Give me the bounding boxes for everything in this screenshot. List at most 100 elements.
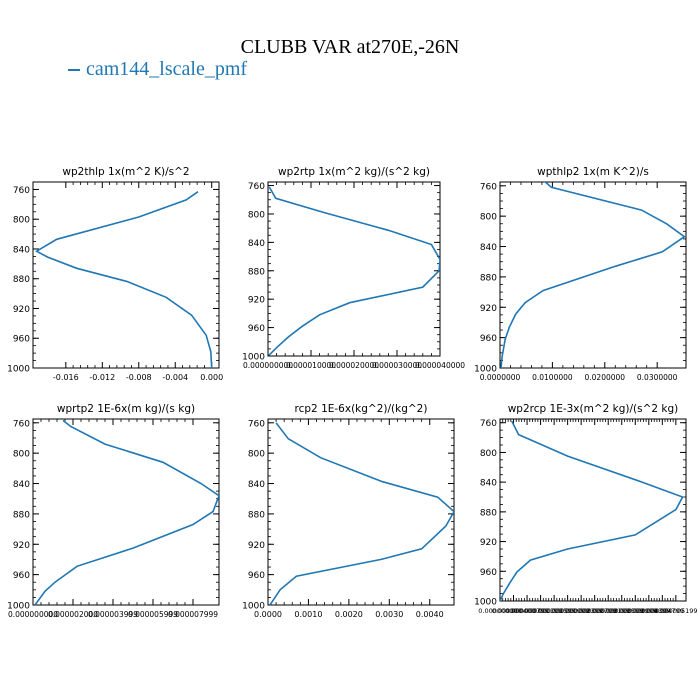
y-tick-label: 760: [248, 182, 265, 192]
panel-6: wp2rcp 1E-3x(m^2 kg)/(s^2 kg) 760 800 840 88…: [474, 403, 697, 615]
x-tick-label: 0.000004799: [641, 607, 684, 615]
x-tick-label: 0.000010000: [286, 361, 336, 370]
series-line: [500, 182, 686, 368]
x-tick-label: 0.000002000: [48, 610, 98, 619]
x-tick-label: 0.000003199: [587, 607, 630, 615]
x-tick-label: 0.000000000: [8, 610, 58, 619]
y-tick-label: 840: [248, 480, 265, 490]
legend-swatch: [68, 69, 80, 72]
x-tick-label: -0.012: [89, 373, 115, 382]
y-tick-label: 920: [480, 538, 497, 548]
panel-title: wp2thlp 1x(m^2 K)/s^2: [62, 166, 189, 178]
x-tick-label: 0.000030000: [372, 361, 422, 370]
x-tick-label: 0.000001599: [532, 607, 575, 615]
y-tick-label: 880: [248, 510, 265, 520]
x-tick-label: 0.000040000: [415, 361, 465, 370]
x-tick-label: 0.0020: [335, 610, 363, 619]
x-tick-label: 0.0100000: [532, 373, 573, 382]
panel-frame: [499, 418, 687, 602]
y-tick-label: 880: [480, 273, 497, 283]
x-tick-label: 0.000000000: [478, 607, 521, 615]
y-tick-label: 800: [480, 449, 497, 459]
y-tick-label: 800: [480, 213, 497, 223]
panel-title: wpthlp2 1x(m K^2)/s: [537, 166, 649, 178]
y-tick-label: 960: [480, 334, 497, 344]
panel-title: wp2rcp 1E-3x(m^2 kg)/(s^2 kg): [508, 403, 679, 415]
y-tick-label: 840: [13, 245, 30, 255]
panel-title: wp2rtp 1x(m^2 kg)/(s^2 kg): [278, 166, 430, 178]
panel-4: wprtp2 1E-6x(m kg)/(s kg) 760 800 840 880 920…: [7, 403, 220, 619]
series-line: [500, 420, 684, 601]
panel-frame: [267, 181, 441, 357]
panel-frame: [32, 418, 220, 606]
x-tick-label: -0.004: [162, 373, 188, 382]
y-tick-label: 880: [248, 267, 265, 277]
y-tick-label: 760: [13, 419, 30, 429]
y-tick-label: 1000: [474, 598, 497, 608]
y-tick-label: 960: [248, 571, 265, 581]
x-tick-label: 0.0300000: [637, 373, 678, 382]
y-tick-label: 760: [13, 186, 30, 196]
y-tick-label: 840: [248, 239, 265, 249]
panel-2: wp2rtp 1x(m^2 kg)/(s^2 kg) 760 800 840 880 92…: [242, 166, 465, 370]
x-tick-label: 0.000001999: [546, 607, 589, 615]
x-tick-label: 0.000003999: [614, 607, 657, 615]
x-tick-label: 0.000004399: [627, 607, 670, 615]
y-tick-label: 920: [248, 296, 265, 306]
y-tick-label: 920: [248, 541, 265, 551]
series-line: [269, 422, 454, 605]
x-tick-label: 0.000000400: [492, 607, 535, 615]
y-tick-label: 1000: [474, 365, 497, 375]
x-tick-label: 0.000000000: [243, 361, 293, 370]
x-tick-label: 0.0200000: [585, 373, 626, 382]
x-tick-label: 0.000001199: [519, 607, 562, 615]
x-tick-label: 0.0000000: [480, 373, 521, 382]
panel-title: rcp2 1E-6x(kg^2)/(kg^2): [295, 403, 428, 415]
y-tick-label: 960: [13, 571, 30, 581]
x-tick-label: 0.000003599: [600, 607, 643, 615]
series-line: [34, 419, 219, 605]
main-title: CLUBB VAR at270E,-26N: [240, 36, 460, 58]
y-tick-label: 800: [13, 216, 30, 226]
series-line: [268, 186, 440, 356]
y-tick-label: 1000: [7, 365, 30, 375]
legend-label: cam144_lscale_pmf: [86, 58, 248, 80]
panel-3: wpthlp2 1x(m K^2)/s 760 800 840 880 920 960 100…: [474, 166, 687, 382]
y-tick-label: 920: [480, 304, 497, 314]
x-tick-label: 0.000007999: [168, 610, 218, 619]
x-tick-label: 0.0030: [375, 610, 403, 619]
x-tick-label: 0.0000: [254, 610, 282, 619]
y-tick-label: 760: [248, 419, 265, 429]
panel-title: wprtp2 1E-6x(m kg)/(s kg): [57, 403, 195, 415]
y-tick-label: 760: [480, 182, 497, 192]
y-tick-label: 1000: [242, 602, 265, 612]
panel-5: rcp2 1E-6x(kg^2)/(kg^2) 760 800 840 880 920 96…: [242, 403, 455, 619]
series-line: [34, 191, 213, 368]
y-tick-label: 880: [13, 510, 30, 520]
x-tick-label: 0.000005999: [128, 610, 178, 619]
x-tick-label: -0.016: [53, 373, 79, 382]
y-tick-label: 920: [13, 541, 30, 551]
x-tick-label: 0.000005199: [654, 607, 697, 615]
y-tick-label: 960: [248, 324, 265, 334]
y-tick-label: 880: [480, 508, 497, 518]
panel-1: wp2thlp 1x(m^2 K)/s^2 760 800 840 880 920 960 1…: [7, 166, 223, 382]
x-tick-label: 0.000: [200, 373, 223, 382]
y-tick-label: 760: [480, 419, 497, 429]
y-tick-label: 840: [480, 479, 497, 489]
y-tick-label: 1000: [242, 353, 265, 363]
y-tick-label: 880: [13, 275, 30, 285]
y-tick-label: 800: [248, 210, 265, 220]
y-tick-label: 840: [13, 480, 30, 490]
panel-frame: [32, 181, 220, 369]
x-tick-label: 0.000002799: [573, 607, 616, 615]
x-tick-label: 0.000003999: [88, 610, 138, 619]
y-tick-label: 960: [480, 568, 497, 578]
x-tick-label: 0.0010: [294, 610, 322, 619]
x-tick-label: 0.000000799: [505, 607, 548, 615]
y-tick-label: 920: [13, 305, 30, 315]
y-tick-label: 960: [13, 335, 30, 345]
x-tick-label: -0.008: [126, 373, 152, 382]
legend: cam144_lscale_pmf: [68, 58, 247, 81]
